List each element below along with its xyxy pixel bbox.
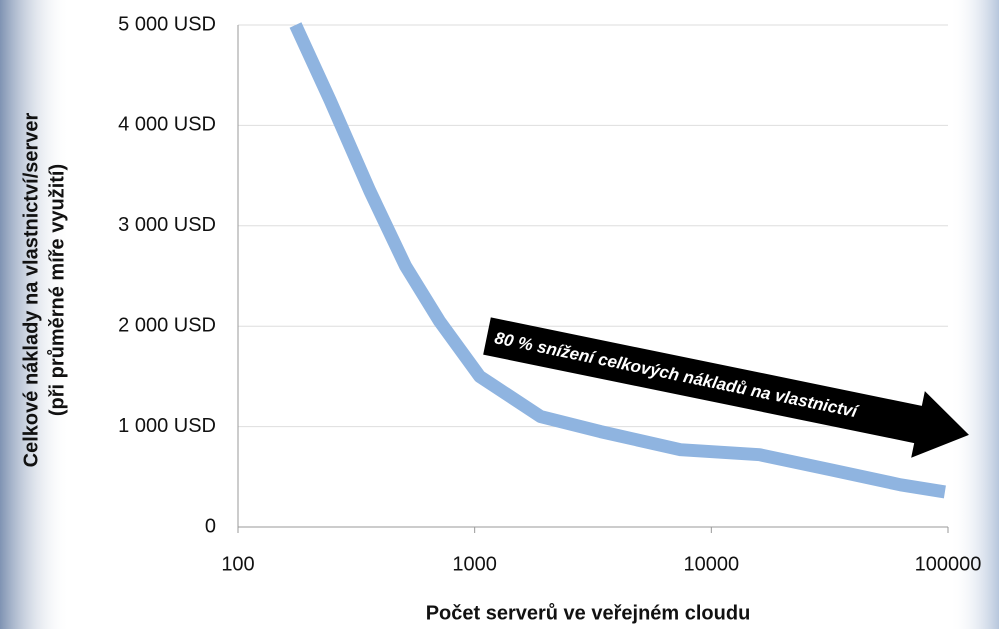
x-tick-label: 1000 (452, 553, 497, 575)
data-line (289, 22, 946, 499)
y-tick-label: 0 (205, 515, 216, 537)
y-tick-label: 3 000 USD (118, 214, 216, 236)
x-tick-label: 100000 (915, 553, 982, 575)
x-axis-title: Počet serverů ve veřejném cloudu (426, 602, 751, 624)
annotation-text: 80 % snížení celkových nákladů na vlastn… (493, 328, 861, 421)
y-tick-label: 4 000 USD (118, 114, 216, 136)
y-tick-label: 5 000 USD (118, 13, 216, 35)
y-tick-label: 2 000 USD (118, 314, 216, 336)
arrow-shape (483, 317, 969, 458)
y-axis-title-line: (při průměrné míře využití) (46, 164, 68, 416)
y-axis-title: Celkové náklady na vlastnictví/server (p… (20, 112, 68, 467)
background-right (950, 0, 999, 629)
background-left (0, 0, 70, 629)
x-tick-label: 10000 (684, 553, 740, 575)
x-tick-label: 100 (221, 553, 254, 575)
y-axis-title-line: Celkové náklady na vlastnictví/server (20, 112, 42, 467)
annotation-arrow: 80 % snížení celkových nákladů na vlastn… (483, 317, 969, 458)
y-tick-label: 1 000 USD (118, 415, 216, 437)
